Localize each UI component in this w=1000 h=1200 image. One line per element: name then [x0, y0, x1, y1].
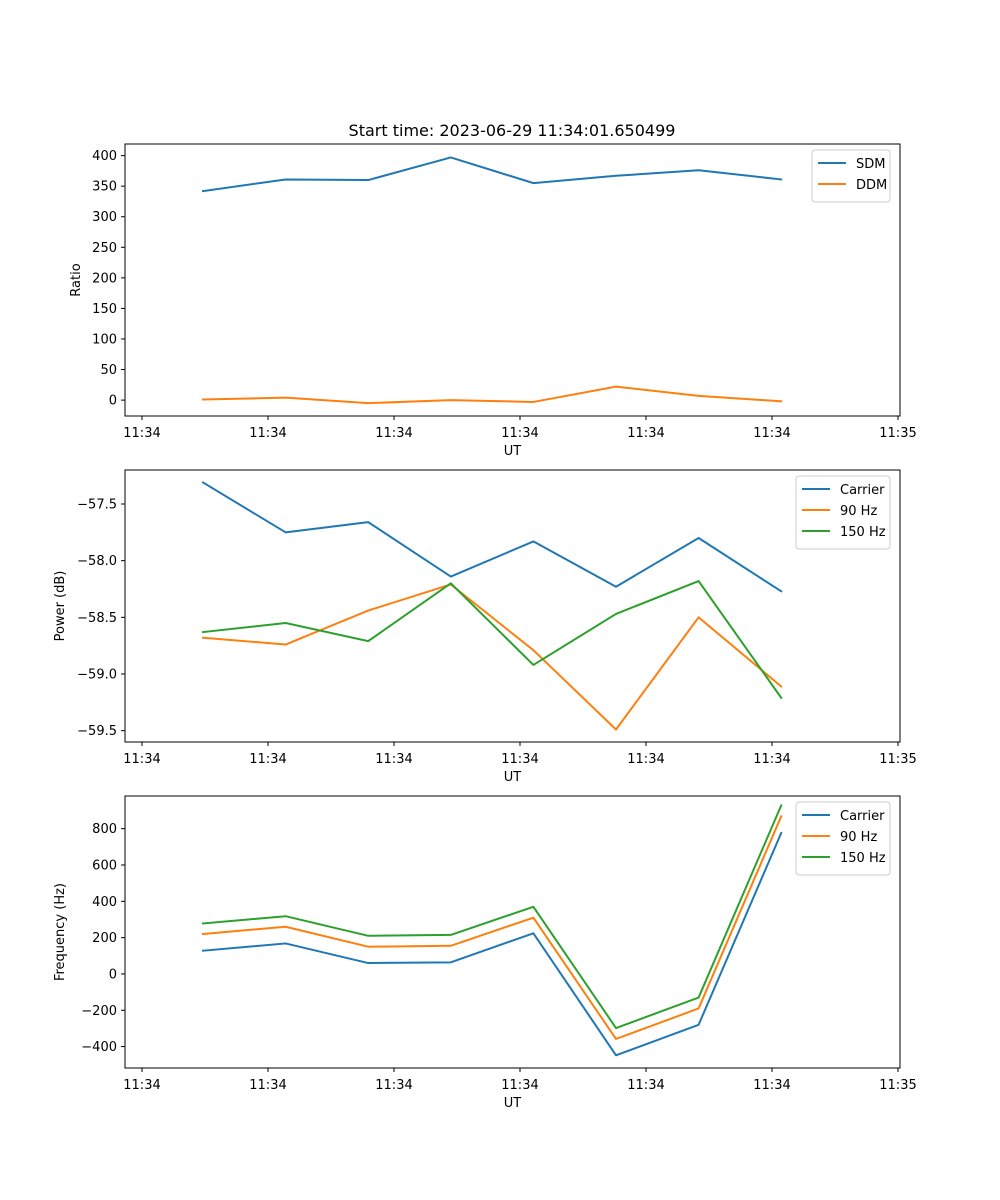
series-line-carrier — [201, 831, 783, 1057]
y-axis-label: Frequency (Hz) — [53, 883, 68, 981]
y-tick-label: 400 — [92, 895, 117, 910]
x-tick-label: 11:34 — [627, 426, 664, 441]
y-tick-label: −59.5 — [77, 724, 117, 739]
y-tick-label: 400 — [92, 149, 117, 164]
legend-label: DDM — [856, 178, 887, 193]
series-line-150-hz — [201, 804, 783, 1030]
x-tick-label: 11:34 — [123, 752, 160, 767]
ratio-panel: 0 50 100 150 200 250 300 350 400 11:34 11:34 11:34 1… — [69, 143, 917, 459]
y-tick-label: 0 — [109, 394, 117, 409]
y-axis-label: Power (dB) — [53, 571, 68, 642]
x-tick-label: 11:34 — [375, 1078, 412, 1093]
series-line-150-hz — [201, 580, 783, 700]
legend-label: 150 Hz — [840, 851, 886, 866]
x-tick-label: 11:34 — [501, 1078, 538, 1093]
x-tick-label: 11:34 — [123, 426, 160, 441]
x-tick-label: 11:35 — [879, 1078, 916, 1093]
x-axis-label: UT — [504, 770, 522, 785]
y-tick-label: 200 — [92, 271, 117, 286]
x-axis-label: UT — [504, 1096, 522, 1111]
y-tick-label: 300 — [92, 210, 117, 225]
x-tick-label: 11:34 — [753, 752, 790, 767]
power-panel: −59.5 −59.0 −58.5 −58.0 −57.5 11:34 11:34 11:34… — [53, 469, 917, 785]
y-tick-label: 0 — [109, 967, 117, 982]
y-tick-label: −58.5 — [77, 611, 117, 626]
legend-label: 150 Hz — [840, 525, 886, 540]
y-tick-label: −59.0 — [77, 668, 117, 683]
legend-label: 90 Hz — [840, 830, 877, 845]
series-line-ddm — [201, 385, 783, 405]
x-tick-label: 11:34 — [627, 752, 664, 767]
y-tick-label: −200 — [81, 1004, 117, 1019]
axes-frame — [124, 795, 901, 1069]
legend-label: 90 Hz — [840, 504, 877, 519]
axes-frame — [124, 143, 901, 417]
y-tick-label: 800 — [92, 822, 117, 837]
legend-label: SDM — [856, 157, 885, 172]
y-tick-label: 50 — [100, 363, 117, 378]
y-tick-label: 100 — [92, 332, 117, 347]
x-tick-label: 11:34 — [501, 752, 538, 767]
x-tick-label: 11:34 — [249, 1078, 286, 1093]
series-line-90-hz — [201, 583, 783, 731]
y-tick-label: 250 — [92, 241, 117, 256]
x-tick-label: 11:34 — [249, 426, 286, 441]
x-tick-label: 11:34 — [249, 752, 286, 767]
y-tick-label: −58.0 — [77, 554, 117, 569]
y-tick-label: 350 — [92, 180, 117, 195]
y-tick-label: 200 — [92, 931, 117, 946]
x-tick-label: 11:34 — [753, 1078, 790, 1093]
x-axis-label: UT — [504, 444, 522, 459]
x-tick-label: 11:34 — [501, 426, 538, 441]
series-line-90-hz — [201, 815, 783, 1040]
legend-label: Carrier — [840, 483, 885, 498]
series-line-carrier — [201, 481, 783, 593]
axes-frame — [124, 469, 901, 743]
x-tick-label: 11:34 — [375, 426, 412, 441]
x-tick-label: 11:34 — [753, 426, 790, 441]
y-tick-label: 600 — [92, 858, 117, 873]
x-tick-label: 11:35 — [879, 752, 916, 767]
x-tick-label: 11:34 — [123, 1078, 160, 1093]
y-tick-label: −400 — [81, 1040, 117, 1055]
y-tick-label: −57.5 — [77, 498, 117, 513]
y-axis-label: Ratio — [69, 263, 84, 296]
frequency-panel: −400 −200 0 200 400 600 800 11:34 11:34 11:34 11:3… — [53, 795, 917, 1111]
x-tick-label: 11:35 — [879, 426, 916, 441]
y-tick-label: 150 — [92, 302, 117, 317]
x-tick-label: 11:34 — [375, 752, 412, 767]
chart-title: Start time: 2023-06-29 11:34:01.650499 — [349, 121, 676, 140]
series-line-sdm — [201, 156, 783, 193]
x-tick-label: 11:34 — [627, 1078, 664, 1093]
legend-label: Carrier — [840, 809, 885, 824]
